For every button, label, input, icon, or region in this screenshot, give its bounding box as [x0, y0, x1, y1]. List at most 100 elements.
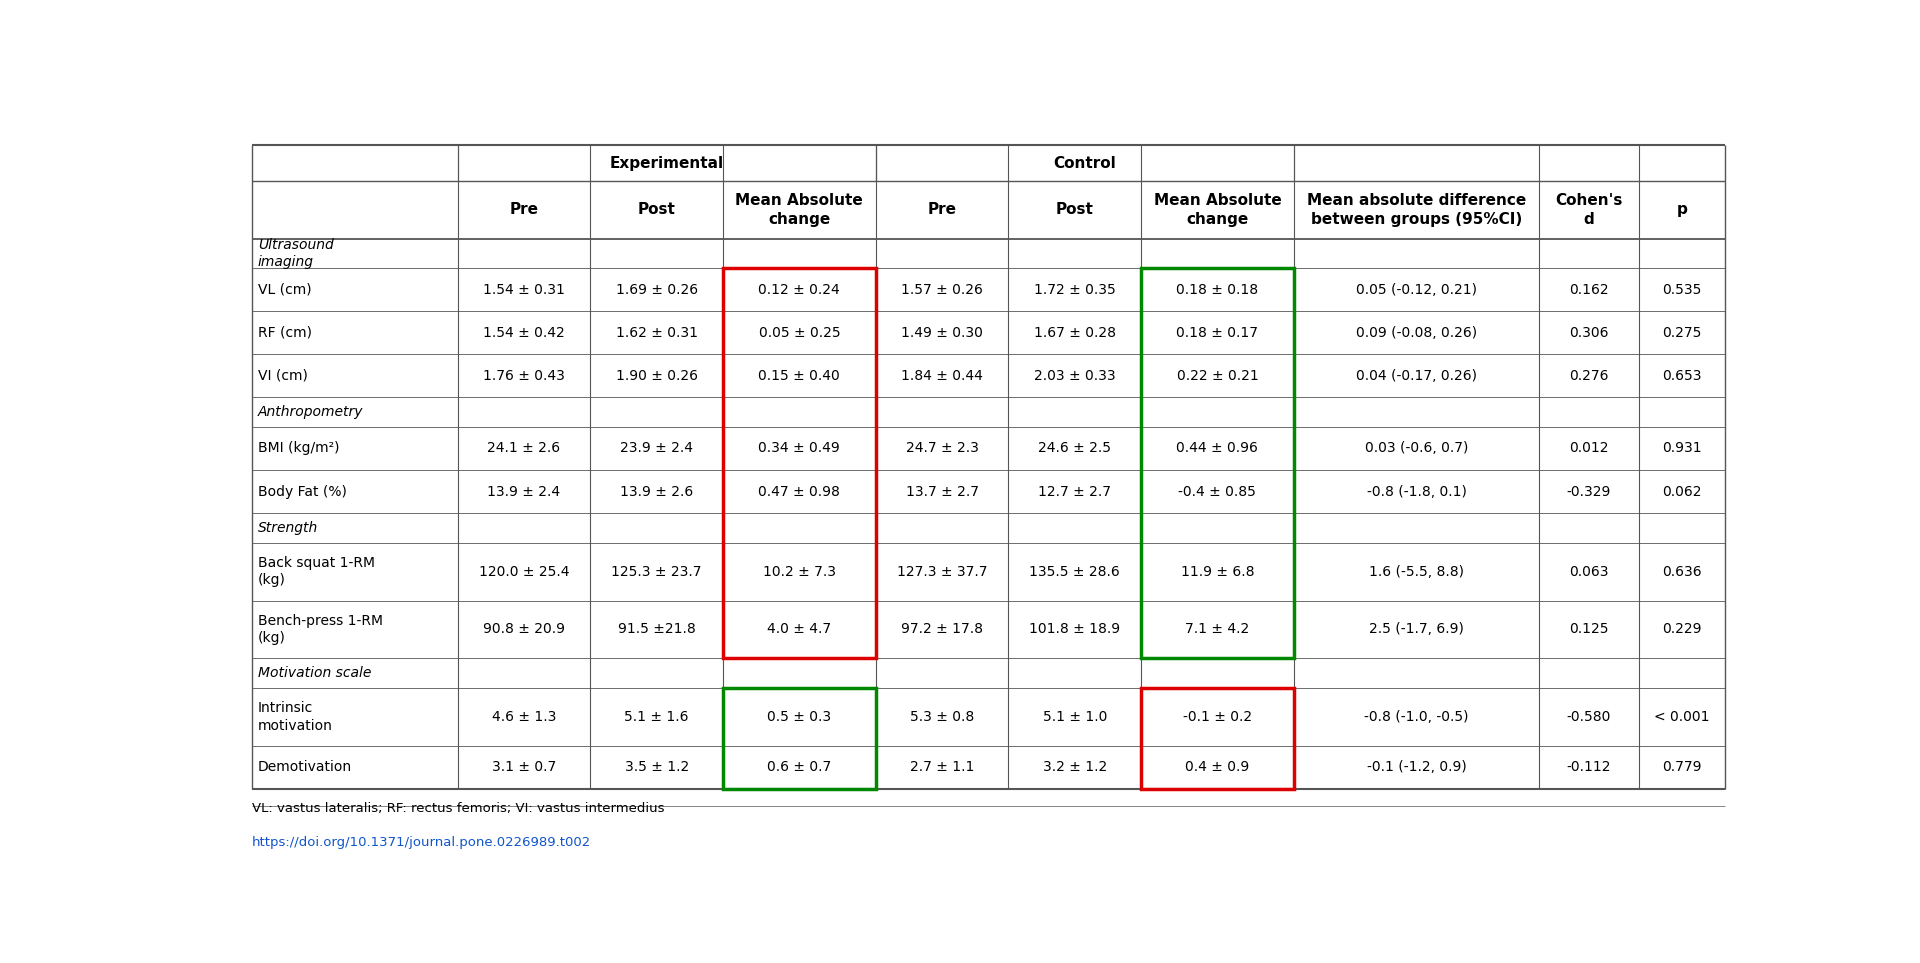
Text: VL: vastus lateralis; RF: rectus femoris; VI: vastus intermedius: VL: vastus lateralis; RF: rectus femoris…	[252, 802, 664, 816]
Text: Strength: Strength	[257, 521, 319, 534]
Text: https://doi.org/10.1371/journal.pone.0226989.t002: https://doi.org/10.1371/journal.pone.022…	[252, 836, 591, 848]
Text: 1.54 ± 0.31: 1.54 ± 0.31	[484, 283, 564, 297]
Text: 0.44 ± 0.96: 0.44 ± 0.96	[1177, 441, 1258, 455]
Text: -0.1 ± 0.2: -0.1 ± 0.2	[1183, 710, 1252, 724]
Text: 0.05 ± 0.25: 0.05 ± 0.25	[758, 325, 841, 340]
Text: Body Fat (%): Body Fat (%)	[257, 484, 348, 499]
Text: 0.229: 0.229	[1663, 622, 1701, 637]
Text: 120.0 ± 25.4: 120.0 ± 25.4	[478, 564, 568, 579]
Text: 1.90 ± 0.26: 1.90 ± 0.26	[616, 369, 697, 383]
Text: 1.6 (-5.5, 8.8): 1.6 (-5.5, 8.8)	[1369, 564, 1463, 579]
Text: BMI (kg/m²): BMI (kg/m²)	[257, 441, 340, 455]
Text: Mean Absolute
change: Mean Absolute change	[1154, 193, 1281, 226]
Text: 135.5 ± 28.6: 135.5 ± 28.6	[1029, 564, 1119, 579]
Text: 1.72 ± 0.35: 1.72 ± 0.35	[1033, 283, 1116, 297]
Text: 125.3 ± 23.7: 125.3 ± 23.7	[611, 564, 703, 579]
Text: -0.4 ± 0.85: -0.4 ± 0.85	[1179, 484, 1256, 499]
Text: Demotivation: Demotivation	[257, 761, 351, 774]
Text: 1.67 ± 0.28: 1.67 ± 0.28	[1033, 325, 1116, 340]
Text: 2.5 (-1.7, 6.9): 2.5 (-1.7, 6.9)	[1369, 622, 1463, 637]
Text: Pre: Pre	[927, 202, 956, 218]
Text: 0.779: 0.779	[1663, 761, 1701, 774]
Text: 4.0 ± 4.7: 4.0 ± 4.7	[768, 622, 831, 637]
Text: Control: Control	[1054, 155, 1116, 170]
Text: 0.22 ± 0.21: 0.22 ± 0.21	[1177, 369, 1258, 383]
Text: Mean Absolute
change: Mean Absolute change	[735, 193, 864, 226]
Text: 4.6 ± 1.3: 4.6 ± 1.3	[492, 710, 557, 724]
Text: 0.012: 0.012	[1569, 441, 1609, 455]
Text: 13.9 ± 2.4: 13.9 ± 2.4	[488, 484, 561, 499]
Text: 0.34 ± 0.49: 0.34 ± 0.49	[758, 441, 841, 455]
Text: 12.7 ± 2.7: 12.7 ± 2.7	[1039, 484, 1112, 499]
Text: Intrinsic
motivation: Intrinsic motivation	[257, 701, 332, 733]
Text: 0.12 ± 0.24: 0.12 ± 0.24	[758, 283, 841, 297]
Bar	[724, 269, 876, 659]
Text: Bench-press 1-RM
(kg): Bench-press 1-RM (kg)	[257, 613, 382, 645]
Text: Experimental: Experimental	[609, 155, 724, 170]
Text: 91.5 ±21.8: 91.5 ±21.8	[618, 622, 695, 637]
Text: 0.162: 0.162	[1569, 283, 1609, 297]
Text: 0.636: 0.636	[1663, 564, 1701, 579]
Text: Pre: Pre	[509, 202, 538, 218]
Text: 1.84 ± 0.44: 1.84 ± 0.44	[900, 369, 983, 383]
Text: 24.1 ± 2.6: 24.1 ± 2.6	[488, 441, 561, 455]
Text: 0.062: 0.062	[1663, 484, 1701, 499]
Text: 3.1 ± 0.7: 3.1 ± 0.7	[492, 761, 557, 774]
Text: 0.18 ± 0.18: 0.18 ± 0.18	[1177, 283, 1258, 297]
Text: 97.2 ± 17.8: 97.2 ± 17.8	[900, 622, 983, 637]
Text: 127.3 ± 37.7: 127.3 ± 37.7	[897, 564, 987, 579]
Text: 1.69 ± 0.26: 1.69 ± 0.26	[616, 283, 697, 297]
Text: 10.2 ± 7.3: 10.2 ± 7.3	[762, 564, 835, 579]
Text: 5.1 ± 1.0: 5.1 ± 1.0	[1043, 710, 1108, 724]
Text: 24.7 ± 2.3: 24.7 ± 2.3	[906, 441, 979, 455]
Text: < 0.001: < 0.001	[1655, 710, 1709, 724]
Text: -0.329: -0.329	[1567, 484, 1611, 499]
Text: Back squat 1-RM
(kg): Back squat 1-RM (kg)	[257, 556, 374, 587]
Text: 13.7 ± 2.7: 13.7 ± 2.7	[906, 484, 979, 499]
Text: 0.931: 0.931	[1663, 441, 1701, 455]
Bar	[1140, 688, 1294, 789]
Text: Motivation scale: Motivation scale	[257, 666, 371, 680]
Text: 0.15 ± 0.40: 0.15 ± 0.40	[758, 369, 841, 383]
Text: 0.03 (-0.6, 0.7): 0.03 (-0.6, 0.7)	[1365, 441, 1469, 455]
Bar	[1140, 269, 1294, 659]
Text: 0.276: 0.276	[1569, 369, 1609, 383]
Text: 3.5 ± 1.2: 3.5 ± 1.2	[624, 761, 689, 774]
Text: VL (cm): VL (cm)	[257, 283, 311, 297]
Text: -0.8 (-1.0, -0.5): -0.8 (-1.0, -0.5)	[1365, 710, 1469, 724]
Text: 1.54 ± 0.42: 1.54 ± 0.42	[484, 325, 564, 340]
Text: 0.125: 0.125	[1569, 622, 1609, 637]
Text: 23.9 ± 2.4: 23.9 ± 2.4	[620, 441, 693, 455]
Text: 1.57 ± 0.26: 1.57 ± 0.26	[900, 283, 983, 297]
Text: 0.05 (-0.12, 0.21): 0.05 (-0.12, 0.21)	[1356, 283, 1476, 297]
Text: Post: Post	[1056, 202, 1094, 218]
Text: -0.580: -0.580	[1567, 710, 1611, 724]
Text: 24.6 ± 2.5: 24.6 ± 2.5	[1039, 441, 1112, 455]
Text: 0.6 ± 0.7: 0.6 ± 0.7	[768, 761, 831, 774]
Text: -0.112: -0.112	[1567, 761, 1611, 774]
Text: 0.4 ± 0.9: 0.4 ± 0.9	[1185, 761, 1250, 774]
Text: 0.04 (-0.17, 0.26): 0.04 (-0.17, 0.26)	[1356, 369, 1476, 383]
Text: Post: Post	[637, 202, 676, 218]
Text: 2.03 ± 0.33: 2.03 ± 0.33	[1033, 369, 1116, 383]
Text: 11.9 ± 6.8: 11.9 ± 6.8	[1181, 564, 1254, 579]
Text: 0.535: 0.535	[1663, 283, 1701, 297]
Text: 0.653: 0.653	[1663, 369, 1701, 383]
Text: 1.76 ± 0.43: 1.76 ± 0.43	[484, 369, 564, 383]
Text: 0.47 ± 0.98: 0.47 ± 0.98	[758, 484, 841, 499]
Text: 5.1 ± 1.6: 5.1 ± 1.6	[624, 710, 689, 724]
Text: 13.9 ± 2.6: 13.9 ± 2.6	[620, 484, 693, 499]
Text: -0.8 (-1.8, 0.1): -0.8 (-1.8, 0.1)	[1367, 484, 1467, 499]
Text: Cohen's
d: Cohen's d	[1555, 193, 1622, 226]
Text: 0.18 ± 0.17: 0.18 ± 0.17	[1177, 325, 1258, 340]
Text: 0.09 (-0.08, 0.26): 0.09 (-0.08, 0.26)	[1356, 325, 1476, 340]
Text: RF (cm): RF (cm)	[257, 325, 311, 340]
Text: p: p	[1676, 202, 1688, 218]
Bar	[724, 688, 876, 789]
Text: 0.306: 0.306	[1569, 325, 1609, 340]
Text: 0.275: 0.275	[1663, 325, 1701, 340]
Text: 0.5 ± 0.3: 0.5 ± 0.3	[768, 710, 831, 724]
Text: Mean absolute difference
between groups (95%CI): Mean absolute difference between groups …	[1308, 193, 1526, 226]
Text: Anthropometry: Anthropometry	[257, 405, 363, 419]
Text: 101.8 ± 18.9: 101.8 ± 18.9	[1029, 622, 1119, 637]
